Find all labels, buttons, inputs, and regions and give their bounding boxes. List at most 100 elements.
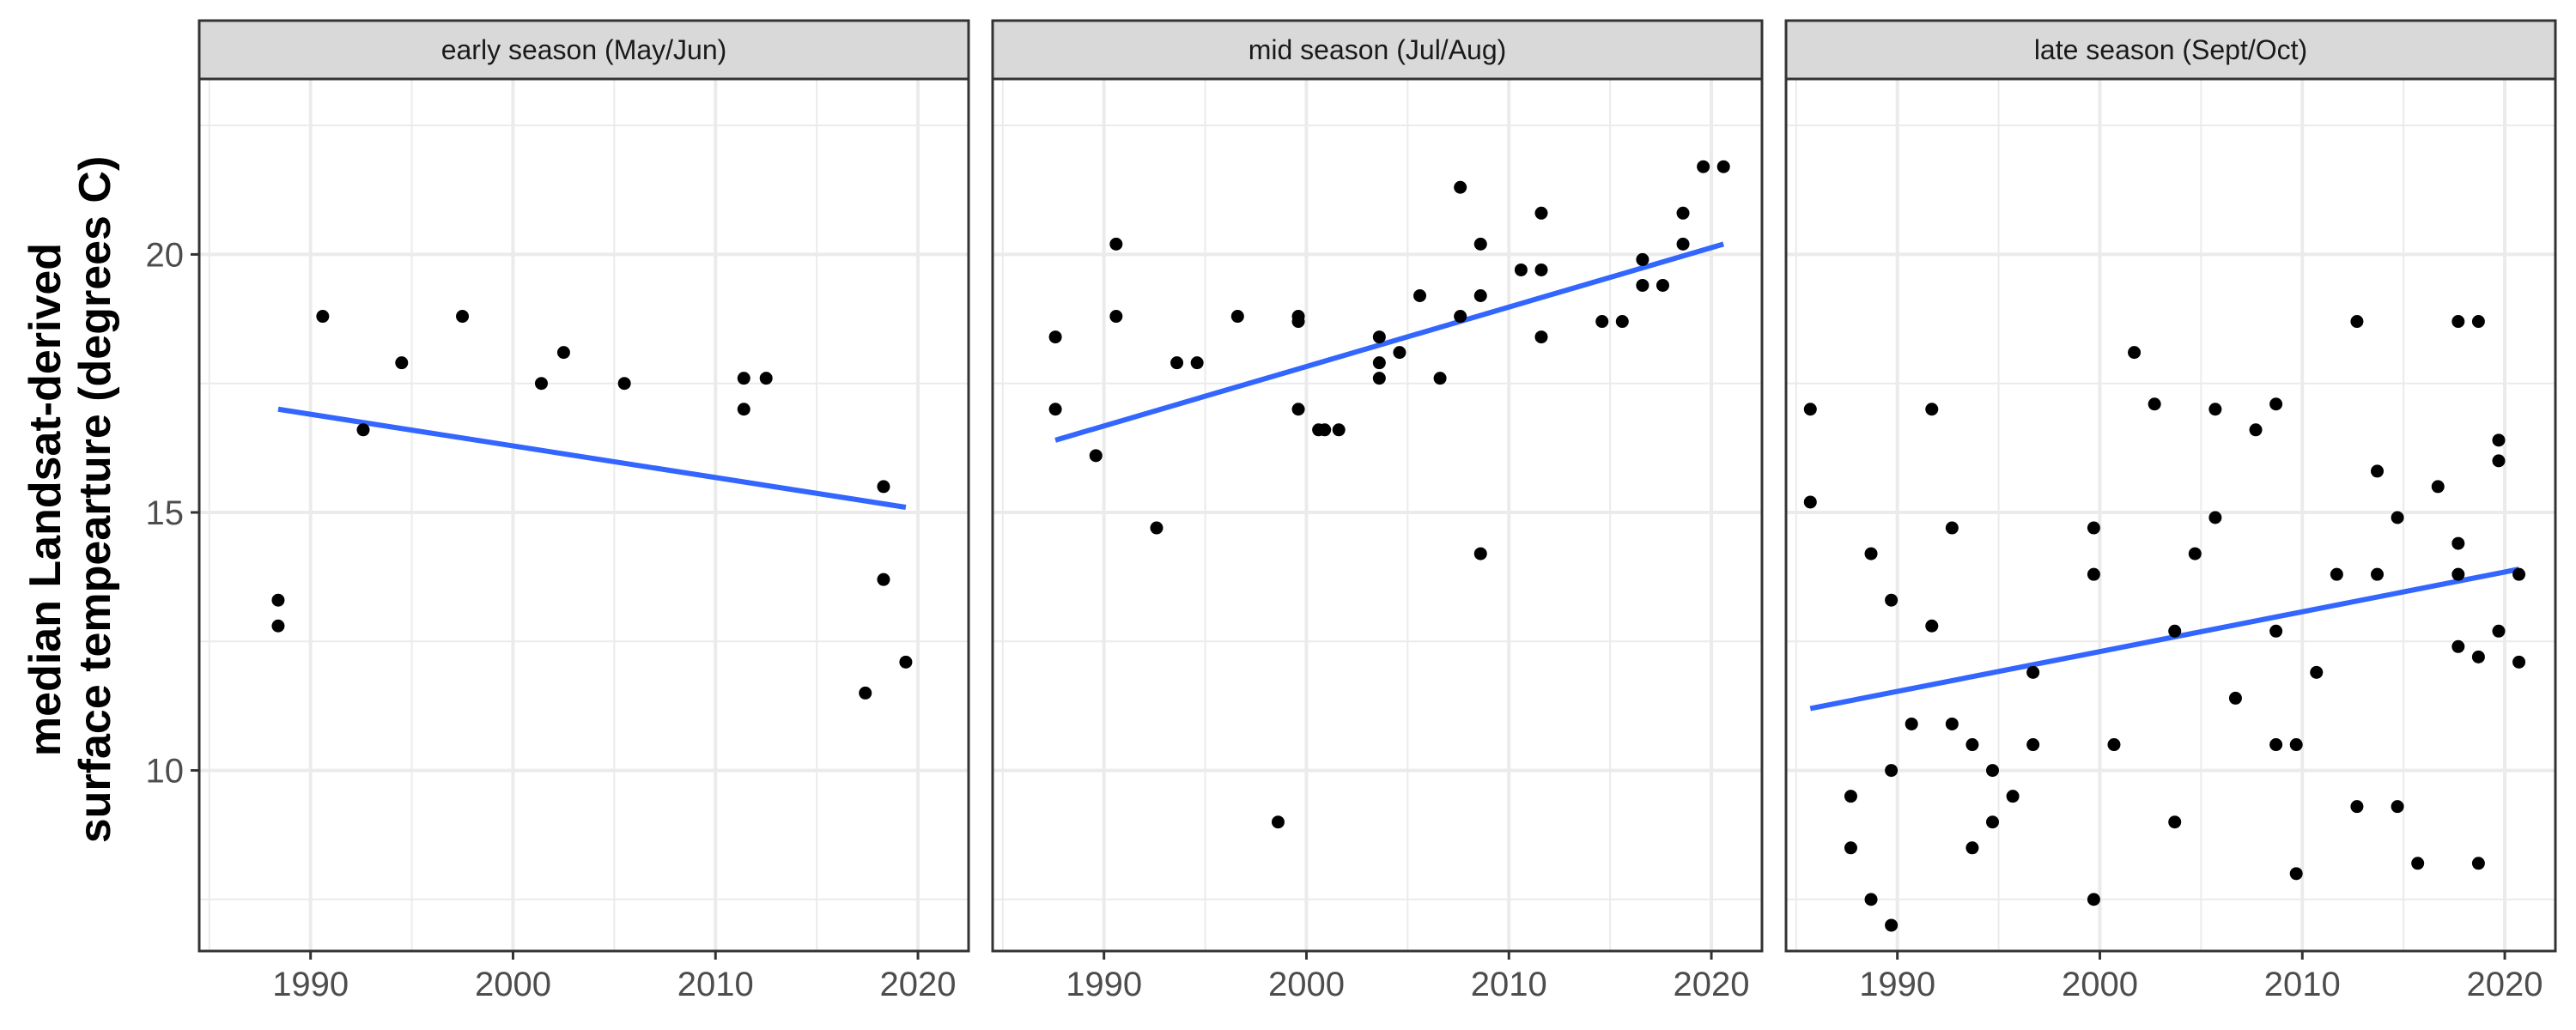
data-point [1697, 160, 1710, 173]
data-point [1089, 449, 1103, 463]
data-point [2512, 655, 2526, 669]
data-point [2350, 315, 2364, 329]
data-point [1318, 423, 1332, 437]
data-point [1986, 764, 2000, 778]
data-point [2269, 624, 2283, 638]
data-point [556, 346, 570, 360]
x-tick-label: 2000 [2062, 966, 2138, 1003]
data-point [271, 593, 285, 607]
data-point [859, 686, 872, 700]
data-point [2451, 567, 2465, 581]
x-tick-label: 2000 [475, 966, 551, 1003]
data-point [1676, 237, 1690, 251]
data-point [1905, 717, 1918, 730]
data-point [1271, 815, 1285, 829]
data-point [1372, 330, 1386, 344]
data-point [2451, 536, 2465, 550]
data-point [2330, 567, 2343, 581]
data-point [2289, 867, 2303, 881]
data-point [1048, 403, 1062, 416]
data-point [395, 356, 409, 370]
data-point [877, 480, 890, 494]
y-tick-label: 20 [146, 236, 185, 274]
data-point [1803, 403, 1817, 416]
data-point [2411, 857, 2425, 870]
facet-strip-title: late season (Sept/Oct) [2034, 34, 2307, 65]
data-point [1925, 403, 1939, 416]
x-tick-label: 2000 [1268, 966, 1345, 1003]
data-point [2451, 315, 2465, 329]
data-point [2471, 315, 2485, 329]
data-point [2208, 403, 2222, 416]
data-point [271, 619, 285, 633]
data-point [1803, 495, 1817, 509]
data-point [2188, 547, 2202, 560]
data-point [2391, 511, 2404, 524]
y-axis-label-line-2: surface tempearture (degrees C) [70, 156, 120, 844]
data-point [2492, 624, 2506, 638]
data-point [2208, 511, 2222, 524]
data-point [1534, 206, 1548, 220]
data-point [1534, 330, 1548, 344]
x-tick-label: 1990 [272, 966, 349, 1003]
panel-2: mid season (Jul/Aug) 1990 2000 2010 2020 [991, 19, 1764, 1003]
data-point [1945, 717, 1959, 730]
data-point [1393, 346, 1406, 360]
y-axis-label-line-1: median Landsat-derived [21, 243, 70, 756]
facet-strip [197, 19, 970, 81]
data-point [534, 377, 548, 391]
data-point [456, 310, 470, 324]
data-point [1864, 893, 1878, 906]
trend-line [277, 406, 907, 510]
data-point [1676, 206, 1690, 220]
data-point [1413, 288, 1427, 302]
data-point [737, 372, 750, 385]
data-point [2087, 893, 2100, 906]
data-point [2289, 738, 2303, 752]
data-point [1372, 372, 1386, 385]
x-tick-label: 1990 [1859, 966, 1935, 1003]
data-point [1150, 521, 1163, 535]
data-point [759, 372, 773, 385]
data-point [1190, 356, 1204, 370]
data-point [1514, 263, 1528, 276]
y-tick-label: 10 [146, 753, 185, 791]
data-point [1291, 403, 1305, 416]
data-point [1636, 278, 1649, 292]
x-tick-label: 2010 [677, 966, 754, 1003]
data-point [1372, 356, 1386, 370]
data-point [2391, 800, 2404, 814]
data-point [1473, 237, 1487, 251]
data-point [2026, 665, 2040, 679]
data-point [1109, 237, 1123, 251]
data-point [617, 377, 631, 391]
facet-strip [991, 19, 1764, 81]
data-point [899, 655, 913, 669]
data-point [2107, 738, 2121, 752]
data-point [2492, 433, 2506, 447]
x-tick-label: 2010 [1471, 966, 1547, 1003]
data-point [2471, 650, 2485, 663]
data-point [1332, 423, 1346, 437]
data-point [1230, 310, 1244, 324]
data-point [1170, 356, 1184, 370]
data-point [2087, 567, 2100, 581]
data-point [1454, 180, 1467, 194]
data-point [1291, 315, 1305, 329]
data-point [1844, 790, 1857, 803]
data-point [1965, 841, 1979, 855]
data-point [1864, 547, 1878, 560]
data-point [1048, 330, 1062, 344]
data-point [1615, 315, 1629, 329]
data-point [1109, 310, 1123, 324]
data-point [1885, 764, 1899, 778]
data-point [2431, 480, 2445, 494]
data-point [1945, 521, 1959, 535]
data-point [1885, 918, 1899, 932]
data-point [2128, 346, 2142, 360]
data-point [2087, 521, 2100, 535]
data-point [1433, 372, 1447, 385]
data-point [2269, 397, 2283, 411]
data-point [2371, 464, 2385, 478]
